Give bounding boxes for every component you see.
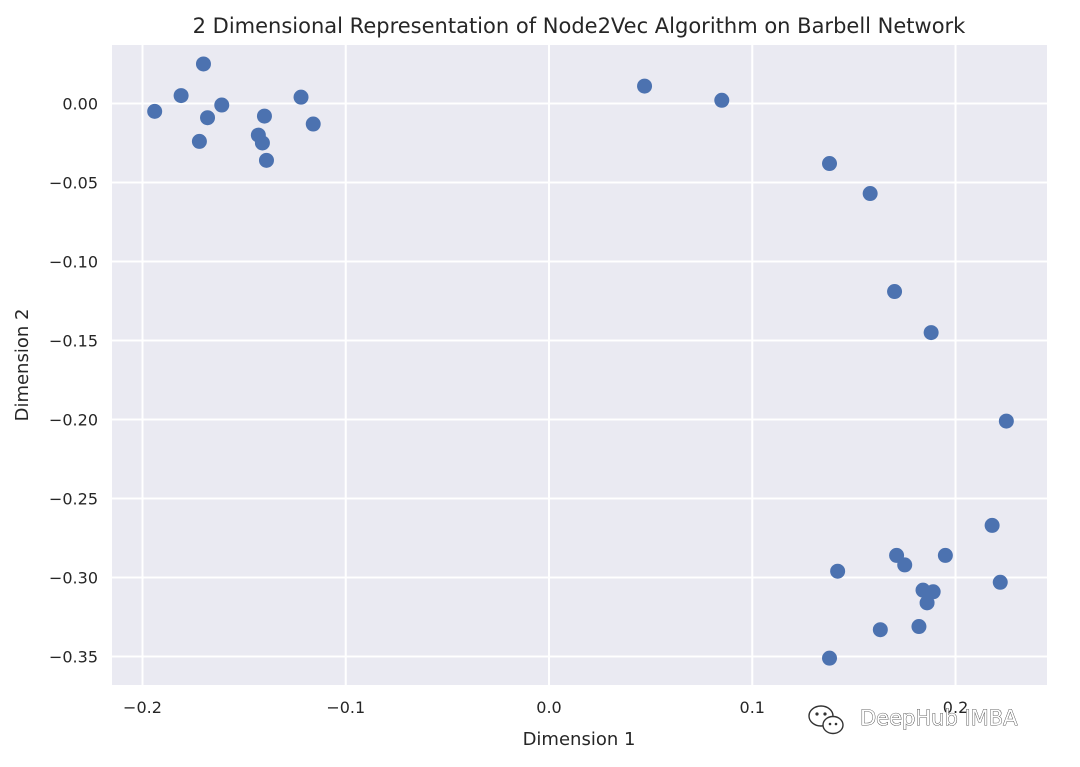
x-tick-label: −0.2 xyxy=(123,698,162,717)
data-point xyxy=(822,156,838,172)
data-point xyxy=(897,557,913,573)
data-point xyxy=(872,622,888,638)
chart-title: 2 Dimensional Representation of Node2Vec… xyxy=(193,14,967,38)
data-point xyxy=(862,186,878,202)
data-point xyxy=(195,56,211,72)
wechat-icon xyxy=(808,705,844,735)
data-point xyxy=(256,108,272,124)
data-point xyxy=(911,619,927,635)
data-point xyxy=(200,110,216,126)
data-point xyxy=(937,547,953,563)
data-point xyxy=(925,584,941,600)
grid-lines xyxy=(112,45,1047,685)
y-tick-label: −0.10 xyxy=(49,252,98,271)
y-axis-label: Dimension 2 xyxy=(12,309,33,422)
data-point xyxy=(191,133,207,149)
data-points xyxy=(147,56,1014,666)
data-point xyxy=(293,89,309,105)
data-point xyxy=(998,413,1014,429)
x-tick-labels: −0.2 −0.1 0.0 0.1 0.2 xyxy=(123,698,968,717)
data-point xyxy=(887,284,903,300)
data-point xyxy=(992,574,1008,590)
x-axis-label: Dimension 1 xyxy=(523,729,636,750)
data-point xyxy=(254,135,270,151)
x-tick-label: 0.0 xyxy=(536,698,561,717)
data-point xyxy=(147,103,163,119)
data-point xyxy=(923,325,939,341)
y-tick-label: −0.20 xyxy=(49,411,98,430)
data-point xyxy=(214,97,230,113)
y-tick-label: −0.35 xyxy=(49,648,98,667)
data-point xyxy=(919,595,935,611)
y-tick-labels: 0.00 −0.05 −0.10 −0.15 −0.20 −0.25 −0.30 −0.35 xyxy=(49,94,98,666)
y-tick-label: −0.05 xyxy=(49,173,98,192)
y-tick-label: −0.15 xyxy=(49,332,98,351)
data-point xyxy=(258,152,274,168)
watermark: DeepHub IMBA xyxy=(808,705,1019,735)
y-tick-label: −0.25 xyxy=(49,490,98,509)
data-point xyxy=(830,563,846,579)
data-point xyxy=(714,92,730,108)
data-point xyxy=(637,78,653,94)
y-tick-label: 0.00 xyxy=(62,94,98,113)
data-point xyxy=(822,650,838,666)
y-tick-label: −0.30 xyxy=(49,569,98,588)
x-tick-label: 0.2 xyxy=(943,698,968,717)
data-point xyxy=(173,88,189,104)
plot-area xyxy=(112,45,1047,685)
watermark-text: DeepHub IMBA xyxy=(860,706,1018,730)
x-tick-label: −0.1 xyxy=(326,698,365,717)
x-tick-label: 0.1 xyxy=(740,698,765,717)
data-point xyxy=(305,116,321,132)
data-point xyxy=(984,517,1000,533)
